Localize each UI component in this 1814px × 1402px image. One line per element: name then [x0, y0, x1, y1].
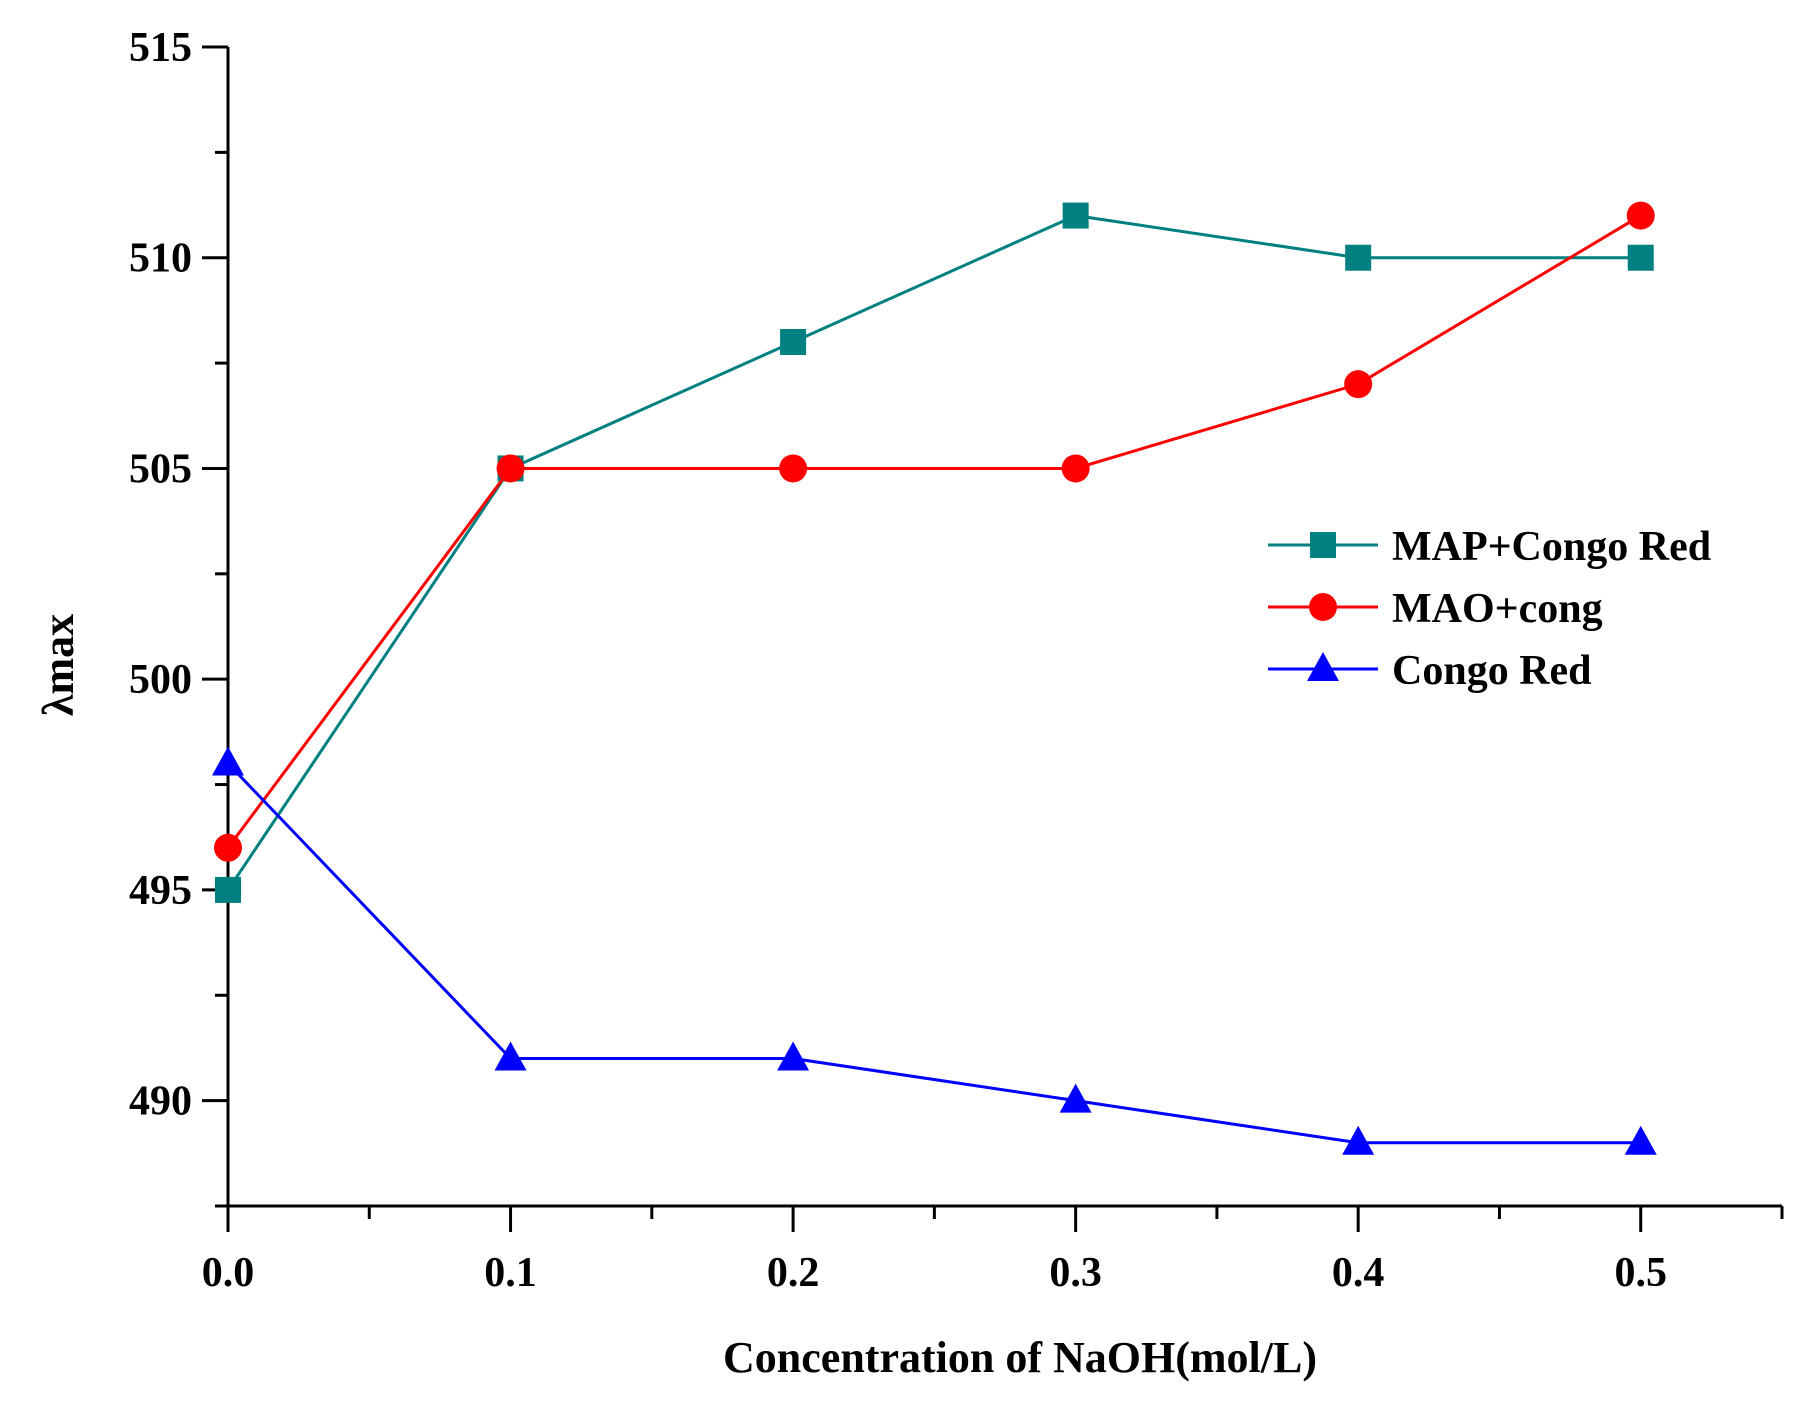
x-axis-title: Concentration of NaOH(mol/L) — [723, 1333, 1317, 1382]
series-congo-red — [212, 746, 1657, 1155]
series-line-mao-cong — [226, 214, 1642, 849]
data-point-mao-cong — [779, 454, 808, 483]
data-point-map-congo-red — [1062, 202, 1089, 229]
x-tick-label: 0.1 — [484, 1250, 537, 1296]
series-layer — [212, 201, 1657, 1155]
axes — [226, 47, 1782, 1208]
legend-marker-circle-icon — [1309, 593, 1337, 621]
data-point-map-congo-red — [1345, 244, 1372, 271]
data-point-mao-cong — [1061, 454, 1090, 483]
y-ticks: 490 495 500 505 510 515 — [129, 25, 228, 1208]
legend: MAP+Congo Red MAO+cong Congo Red — [1268, 524, 1711, 694]
data-point-congo-red — [1624, 1125, 1657, 1155]
legend-marker-square-icon — [1310, 532, 1336, 558]
data-point-mao-cong — [1344, 370, 1373, 399]
legend-marker-triangle-icon — [1307, 652, 1339, 681]
legend-label-map-congo-red: MAP+Congo Red — [1392, 524, 1711, 570]
y-tick-label: 510 — [129, 236, 192, 282]
legend-item-congo-red: Congo Red — [1268, 648, 1592, 694]
series-mao-cong — [214, 201, 1655, 862]
y-tick-label: 515 — [129, 25, 192, 71]
x-tick-label: 0.2 — [767, 1250, 820, 1296]
data-point-map-congo-red — [1627, 244, 1654, 271]
x-tick-label: 0.3 — [1049, 1250, 1102, 1296]
y-tick-label: 505 — [129, 446, 192, 492]
x-tick-label: 0.4 — [1332, 1250, 1385, 1296]
data-point-congo-red — [1059, 1083, 1092, 1113]
legend-label-mao-cong: MAO+cong — [1392, 586, 1603, 632]
y-tick-label: 495 — [129, 868, 192, 914]
x-ticks: 0.0 0.1 0.2 0.3 0.4 0.5 — [202, 1206, 1784, 1296]
data-point-map-congo-red — [780, 329, 807, 356]
x-tick-label: 0.0 — [202, 1250, 255, 1296]
y-axis-title: λmax — [34, 614, 83, 716]
data-point-congo-red — [494, 1041, 527, 1071]
data-point-congo-red — [777, 1041, 810, 1071]
y-tick-label: 500 — [129, 657, 192, 703]
legend-item-mao-cong: MAO+cong — [1268, 586, 1603, 632]
y-tick-label: 490 — [129, 1079, 192, 1125]
legend-label-congo-red: Congo Red — [1392, 648, 1592, 694]
data-point-congo-red — [212, 746, 244, 776]
series-line-congo-red — [226, 762, 1641, 1145]
data-point-mao-cong — [214, 833, 242, 862]
data-point-congo-red — [1342, 1125, 1375, 1155]
data-point-map-congo-red — [215, 876, 241, 903]
data-point-mao-cong — [496, 454, 525, 483]
series-line-map-congo-red — [226, 214, 1641, 891]
legend-item-map-congo-red: MAP+Congo Red — [1268, 524, 1711, 570]
x-tick-label: 0.5 — [1614, 1250, 1667, 1296]
data-point-mao-cong — [1626, 201, 1655, 230]
